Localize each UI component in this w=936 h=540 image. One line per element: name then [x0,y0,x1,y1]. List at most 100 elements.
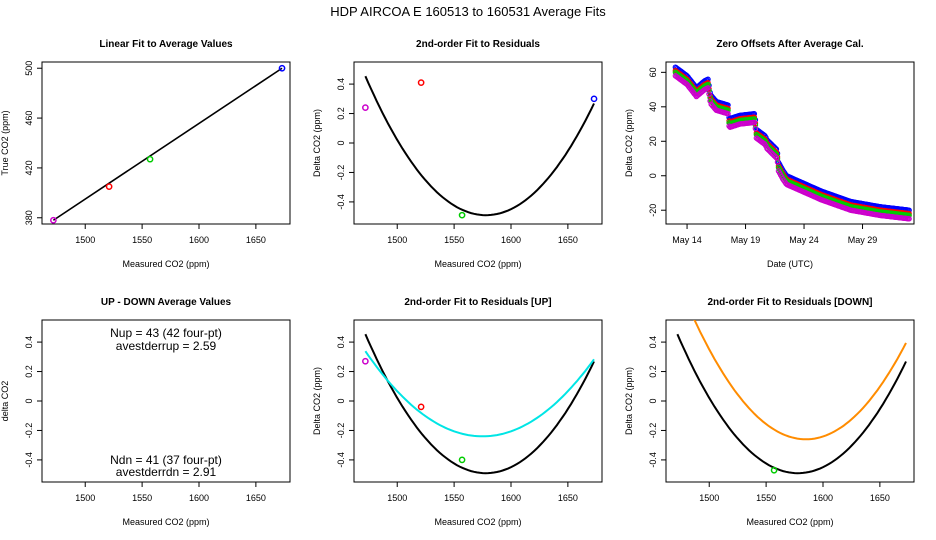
x-axis-label: Measured CO2 (ppm) [434,259,521,269]
offset-point-purple [751,119,758,126]
offset-point-purple [707,98,713,104]
y-tick-label: -0.4 [336,194,346,210]
x-tick-label: May 29 [848,235,878,245]
y-axis-label: Delta CO2 (ppm) [624,109,634,177]
x-tick-label: 1600 [501,493,521,503]
annotation: avestderrup = 2.59 [116,339,217,353]
y-tick-label: -0.4 [648,452,658,468]
y-tick-label: 420 [24,160,34,175]
x-tick-label: May 14 [672,235,702,245]
fit-curve-black [364,75,595,217]
y-tick-label: 60 [648,67,658,77]
x-tick-label: 1600 [813,493,833,503]
x-tick-label: 1650 [558,493,578,503]
panel-6: 2nd-order Fit to Residuals [DOWN] Measure… [624,297,915,527]
y-tick-label: -0.2 [336,423,346,439]
x-tick-label: 1550 [756,493,776,503]
data-point-blue [590,95,598,103]
x-tick-label: 1550 [132,493,152,503]
data-point-purple [362,104,369,112]
panel-title: 2nd-order Fit to Residuals [DOWN] [708,297,873,308]
y-tick-label: 500 [24,61,34,76]
data-point-green [458,211,466,219]
x-tick-label: May 19 [731,235,761,245]
panel-title: Zero Offsets After Average Cal. [716,39,863,50]
y-tick-label: 0.4 [336,336,346,349]
plot-area [364,333,595,475]
annotation: avestderrdn = 2.91 [116,465,217,479]
y-axis-label: Delta CO2 (ppm) [624,367,634,435]
y-tick-label: -20 [648,204,658,217]
offset-point-purple [706,91,712,97]
panel-3: Zero Offsets After Average Cal. Date (UTC… [624,39,915,269]
y-tick-label: 0.4 [24,336,34,349]
offset-point-purple [906,216,912,222]
y-tick-label: 0.2 [336,365,346,378]
y-tick-label: 460 [24,111,34,126]
y-tick-label: -0.4 [336,452,346,468]
data-point-green [146,155,154,163]
x-tick-label: 1650 [246,493,266,503]
offset-point-green [707,94,713,101]
offset-point-purple [772,154,779,160]
offset-point-purple [725,110,731,117]
y-tick-label: 0.2 [648,365,658,378]
data-point-red [417,79,425,86]
main-title: HDP AIRCOA E 160513 to 160531 Average Fi… [330,4,606,19]
panel-5: 2nd-order Fit to Residuals [UP] Measured … [312,297,603,527]
x-axis-label: Measured CO2 (ppm) [122,517,209,527]
y-tick-label: 0 [24,398,34,403]
y-axis-label: True CO2 (ppm) [0,110,10,175]
annotation: Nup = 43 (42 four-pt) [110,326,222,340]
fit-curve-orange [693,320,907,441]
annotation: Ndn = 41 (37 four-pt) [110,453,222,467]
y-tick-label: -0.4 [24,452,34,468]
plot-area [364,75,595,217]
x-tick-label: 1500 [387,493,407,503]
panel-1: Linear Fit to Average Values Measured CO2… [0,39,291,269]
offset-point-purple [774,159,781,165]
x-axis-label: Date (UTC) [767,259,813,269]
data-point-green [770,466,778,474]
plot-frame [41,61,291,225]
plot-area [676,320,907,475]
y-tick-label: 0 [336,140,346,145]
x-tick-label: 1650 [246,235,266,245]
y-tick-label: 0.4 [648,336,658,349]
y-tick-label: 20 [648,136,658,146]
fit-curve-black [676,333,907,475]
x-tick-label: 1550 [132,235,152,245]
y-tick-label: 0.4 [336,78,346,91]
x-tick-label: 1500 [75,235,95,245]
data-point-red [105,183,113,190]
y-tick-label: -0.2 [24,423,34,439]
y-axis-label: Delta CO2 (ppm) [312,367,322,435]
plot-area [52,67,283,221]
fit-curve-black [364,333,595,475]
x-axis-label: Measured CO2 (ppm) [122,259,209,269]
y-tick-label: 0 [336,398,346,403]
y-tick-label: 380 [24,210,34,225]
data-point-purple [362,357,369,365]
data-point-blue [278,64,286,72]
y-tick-label: 0.2 [24,365,34,378]
y-tick-label: 0 [648,398,658,403]
panel-4: UP - DOWN Average Values Measured CO2 (pp… [0,297,291,527]
fit-curve-cyan [364,350,595,438]
y-tick-label: 0 [648,173,658,178]
y-tick-label: 0.2 [336,107,346,120]
x-tick-label: 1500 [699,493,719,503]
x-tick-label: May 24 [789,235,819,245]
x-tick-label: 1600 [189,493,209,503]
plot-frame [353,319,603,483]
x-tick-label: 1600 [189,235,209,245]
offset-point-purple [705,85,711,91]
x-tick-label: 1550 [444,493,464,503]
panel-title: 2nd-order Fit to Residuals [416,39,540,50]
x-axis-label: Measured CO2 (ppm) [434,517,521,527]
x-tick-label: 1600 [501,235,521,245]
x-tick-label: 1500 [75,493,95,503]
y-tick-label: -0.2 [648,423,658,439]
x-tick-label: 1650 [870,493,890,503]
